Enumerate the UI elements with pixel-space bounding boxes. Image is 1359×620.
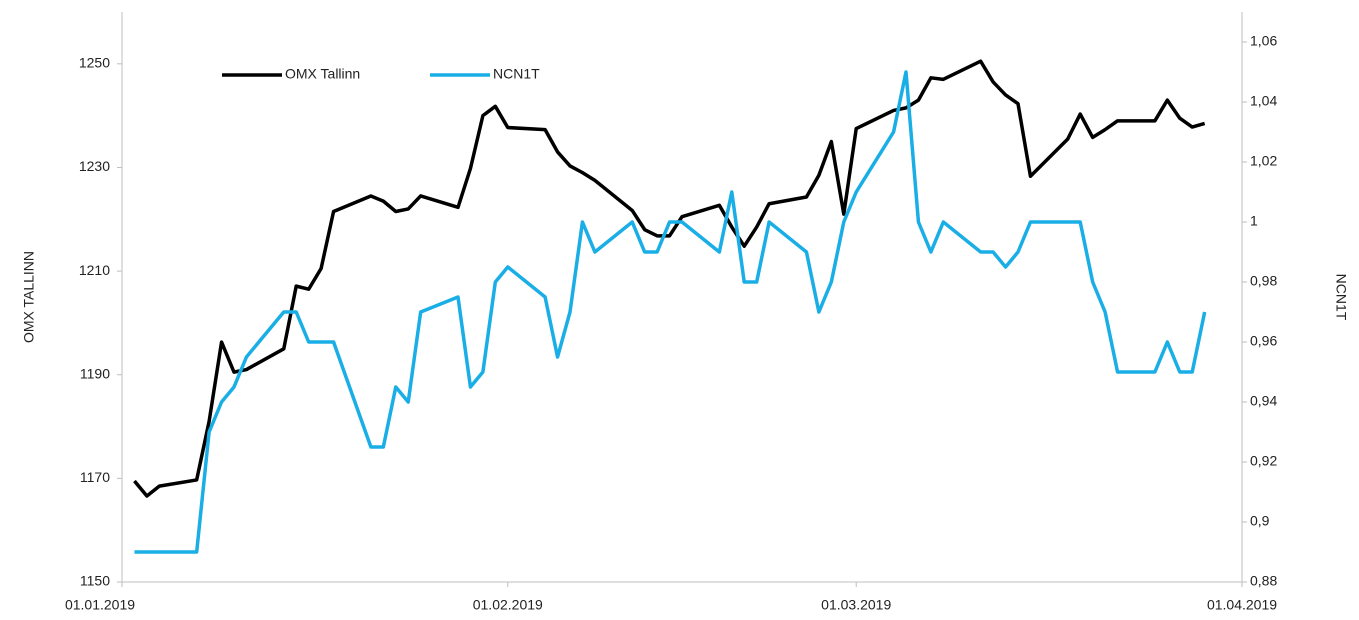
y-axis-label: OMX TALLINN xyxy=(21,251,37,343)
y-tick-label: 1230 xyxy=(79,158,110,174)
legend-label: OMX Tallinn xyxy=(285,66,360,82)
y2-tick-label: 0,96 xyxy=(1250,333,1277,349)
y-tick-label: 1250 xyxy=(79,55,110,71)
y-tick-label: 1190 xyxy=(80,365,110,381)
y2-tick-label: 0,98 xyxy=(1250,273,1277,289)
x-tick-label: 01.01.2019 xyxy=(65,597,135,613)
y2-axis-label: NCN1T xyxy=(1333,274,1349,321)
y2-tick-label: 0,94 xyxy=(1250,393,1277,409)
line-series xyxy=(134,70,1207,554)
y-tick-label: 1170 xyxy=(80,469,110,485)
x-tick-label: 01.03.2019 xyxy=(821,597,891,613)
y2-tick-label: 1 xyxy=(1250,213,1258,229)
y2-tick-label: 1,06 xyxy=(1250,33,1277,49)
y2-tick-label: 1,04 xyxy=(1250,93,1277,109)
y-tick-label: 1150 xyxy=(80,573,110,589)
x-tick-label: 01.04.2019 xyxy=(1207,597,1277,613)
y2-tick-label: 0,92 xyxy=(1250,453,1277,469)
y2-tick-label: 0,9 xyxy=(1250,513,1270,529)
line-series xyxy=(133,59,1206,498)
y2-tick-label: 0,88 xyxy=(1250,573,1277,589)
y2-tick-label: 1,02 xyxy=(1250,153,1277,169)
y-tick-label: 1210 xyxy=(79,262,110,278)
x-tick-label: 01.02.2019 xyxy=(473,597,543,613)
legend-label: NCN1T xyxy=(493,66,540,82)
